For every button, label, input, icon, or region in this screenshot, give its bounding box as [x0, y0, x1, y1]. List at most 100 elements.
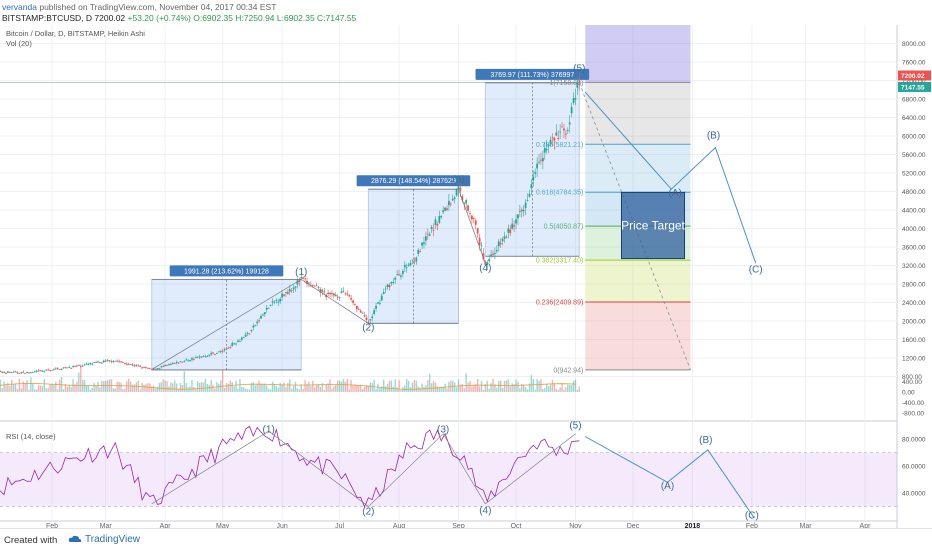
- y-tick-label: 7600.00: [902, 60, 926, 67]
- candle-body: [237, 340, 239, 343]
- x-tick-label: Jul: [335, 523, 344, 528]
- candle-body: [570, 106, 573, 114]
- volume-bar: [51, 383, 53, 392]
- volume-bar: [567, 384, 569, 392]
- candle-body: [352, 300, 354, 303]
- volume-bar: [384, 386, 387, 392]
- volume-bar: [572, 380, 575, 392]
- volume-bar: [64, 384, 67, 392]
- volume-bar: [522, 384, 525, 392]
- candle-body: [472, 218, 475, 220]
- candle-body: [413, 261, 416, 263]
- candle-body: [423, 242, 425, 244]
- candle-body: [484, 261, 487, 266]
- rsi-indicator-title: RSI (14, close): [6, 432, 56, 441]
- volume-bar: [526, 389, 529, 392]
- candle-body: [476, 228, 479, 234]
- candle-body: [486, 262, 489, 266]
- volume-bar: [290, 388, 293, 392]
- x-tick-label: Oct: [511, 523, 522, 528]
- volume-bar: [363, 386, 366, 392]
- volume-bar: [241, 386, 243, 392]
- candle-body: [240, 337, 243, 340]
- candle-body: [18, 373, 21, 375]
- volume-bar: [338, 380, 341, 392]
- volume-bar: [547, 386, 550, 392]
- candle-body: [22, 371, 25, 373]
- volume-bar: [292, 385, 295, 392]
- candle-body: [286, 291, 289, 294]
- candle-body: [507, 228, 510, 233]
- volume-bar: [85, 385, 88, 392]
- candle-body: [206, 356, 209, 357]
- volume-bar: [478, 386, 481, 392]
- fib-level-label: 0.786(5821.21): [536, 142, 583, 149]
- tradingview-brand[interactable]: TradingView: [68, 534, 140, 545]
- volume-bar: [484, 384, 487, 392]
- volume-bar: [302, 388, 304, 392]
- candle-body: [273, 301, 276, 303]
- candle-body: [425, 236, 427, 241]
- volume-bar: [53, 385, 55, 392]
- volume-bar: [511, 383, 513, 392]
- volume-bar: [87, 386, 90, 392]
- volume-bar: [152, 385, 155, 392]
- candle-body: [33, 371, 36, 373]
- candle-body: [208, 354, 211, 356]
- volume-bar: [127, 378, 130, 392]
- volume-bar: [80, 367, 82, 392]
- volume-bar: [503, 381, 506, 392]
- volume-bar: [32, 383, 34, 392]
- candle-body: [123, 363, 126, 364]
- fib-zone: [585, 260, 691, 303]
- candle-body: [60, 369, 63, 370]
- volume-bar: [530, 374, 533, 392]
- volume-bar: [39, 385, 42, 392]
- volume-bar: [131, 384, 134, 392]
- volume-bar: [394, 379, 396, 392]
- y-tick-label: 6000.00: [902, 134, 926, 141]
- volume-bar: [319, 386, 322, 392]
- volume-bar: [183, 371, 186, 392]
- main-chart-title: Bitcoin / Dollar, D, BITSTAMP, Heikin As…: [6, 29, 145, 38]
- volume-bar: [365, 385, 368, 392]
- symbol-quote: BITSTAMP:BTCUSD, D 7200.02 +53.20 (+0.74…: [2, 13, 356, 23]
- y-tick-label: 5600.00: [902, 152, 926, 159]
- candle-body: [212, 352, 214, 354]
- volume-bar: [139, 389, 141, 392]
- rsi-tick-label: 40.0000: [902, 491, 926, 498]
- x-tick-label: Feb: [46, 523, 58, 528]
- volume-bar: [76, 381, 78, 392]
- volume-bar: [229, 380, 232, 392]
- chart-canvas[interactable]: 1(7158.83) 0.786(5821.21) 0.618(4784.35) 0.…: [0, 25, 932, 528]
- volume-bar: [488, 388, 490, 392]
- candle-body: [344, 293, 347, 295]
- volume-bar: [177, 389, 180, 392]
- volume-bar: [304, 380, 306, 392]
- candle-body: [10, 372, 13, 374]
- volume-bar: [74, 384, 76, 392]
- candle-body: [244, 334, 247, 337]
- volume-bar: [367, 385, 370, 392]
- candle-body: [321, 290, 324, 292]
- author-link[interactable]: vervanda: [2, 2, 37, 12]
- candle-body: [281, 293, 283, 298]
- x-tick-label: Apr: [160, 523, 172, 528]
- candle-body: [16, 372, 19, 374]
- candle-body: [64, 366, 67, 368]
- x-tick-label: Feb: [746, 523, 758, 528]
- volume-bar: [532, 378, 534, 392]
- candle-body: [576, 82, 579, 88]
- candle-body: [463, 203, 466, 205]
- volume-bar: [35, 389, 38, 392]
- volume-bar: [421, 383, 423, 392]
- volume-bar: [143, 384, 145, 392]
- candle-body: [551, 137, 554, 139]
- candle-body: [401, 270, 404, 274]
- volume-bar: [356, 385, 358, 392]
- volume-bar: [103, 381, 105, 392]
- y-tick-label: 5200.00: [902, 171, 926, 178]
- wave-label: (A): [669, 188, 682, 199]
- candle-body: [438, 216, 441, 223]
- volume-bar: [195, 388, 197, 392]
